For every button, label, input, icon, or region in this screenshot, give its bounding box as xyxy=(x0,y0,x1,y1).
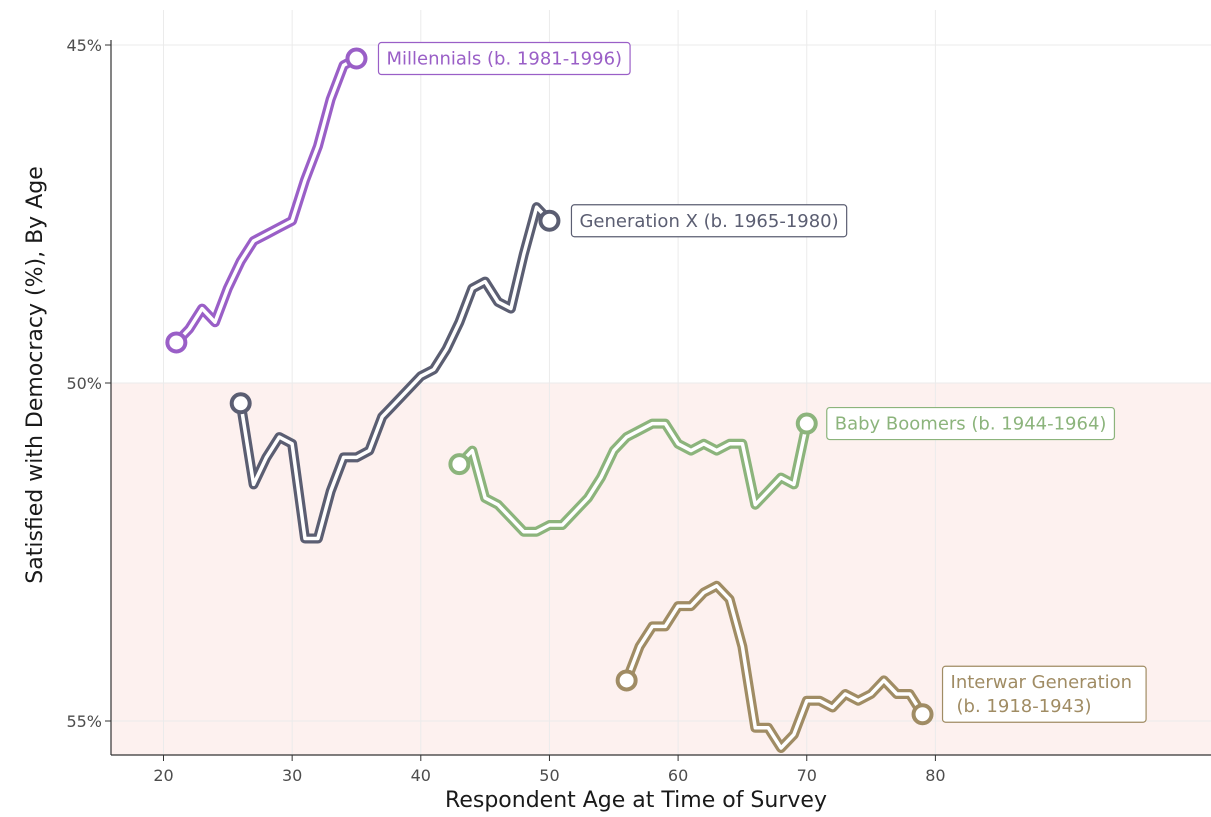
series-line-inner xyxy=(624,584,925,750)
series-start-marker xyxy=(229,392,252,415)
series-label-text: (b. 1918-1943) xyxy=(957,696,1092,717)
series-start-marker xyxy=(448,453,471,476)
x-tick-label: 40 xyxy=(411,766,431,785)
series-label-text: Millennials (b. 1981-1996) xyxy=(386,49,622,70)
series-label-box xyxy=(941,665,1147,723)
series-3 xyxy=(165,47,368,354)
series-0 xyxy=(615,580,934,753)
series-label-1: Baby Boomers (b. 1944-1964) xyxy=(826,406,1116,441)
series-line-inner xyxy=(457,421,809,534)
x-tick-label: 50 xyxy=(539,766,559,785)
x-tick-label: 70 xyxy=(797,766,817,785)
series-label-box xyxy=(377,41,631,76)
series-line-inner xyxy=(238,205,552,541)
series-label-text: Baby Boomers (b. 1944-1964) xyxy=(835,414,1107,435)
series-label-2: Generation X (b. 1965-1980) xyxy=(570,204,848,238)
series-line-inner xyxy=(174,56,359,345)
series-label-box xyxy=(570,204,848,238)
series-end-marker xyxy=(911,703,934,726)
series-label-text: Interwar Generation xyxy=(951,672,1133,693)
x-tick-label: 30 xyxy=(282,766,302,785)
y-tick-label: 55% xyxy=(66,712,102,731)
series-label-box xyxy=(826,406,1116,441)
series-2 xyxy=(229,202,561,544)
series-1 xyxy=(448,412,818,537)
series-label-0: Interwar Generation (b. 1918-1943) xyxy=(941,665,1147,723)
x-axis-title: Respondent Age at Time of Survey xyxy=(445,788,827,813)
x-tick-label: 80 xyxy=(925,766,945,785)
y-axis-title: Satisfied with Democracy (%), By Age xyxy=(23,166,48,583)
series-start-marker xyxy=(165,331,188,354)
y-tick-label: 45% xyxy=(66,36,102,55)
x-tick-label: 60 xyxy=(668,766,688,785)
series-end-marker xyxy=(795,412,818,435)
series-label-text: Generation X (b. 1965-1980) xyxy=(579,211,838,232)
series-end-marker xyxy=(538,209,561,232)
series-end-marker xyxy=(345,47,368,70)
x-tick-label: 20 xyxy=(153,766,173,785)
series-start-marker xyxy=(615,669,638,692)
y-tick-label: 50% xyxy=(66,374,102,393)
series-label-3: Millennials (b. 1981-1996) xyxy=(377,41,631,76)
